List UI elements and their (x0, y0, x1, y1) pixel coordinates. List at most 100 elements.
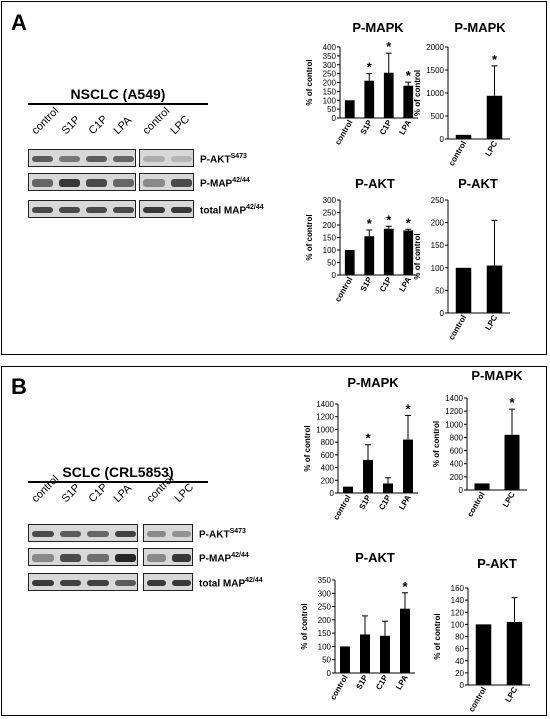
y-tick-label: 0 (332, 271, 337, 280)
blot-band (172, 580, 191, 586)
blot-band (32, 179, 53, 187)
y-tick-label: 350 (318, 576, 332, 585)
blot-strip (28, 573, 138, 591)
bar (506, 621, 523, 685)
y-tick-label: 60 (455, 645, 464, 654)
y-tick-label: 100 (451, 620, 465, 629)
blot-strip (143, 524, 193, 542)
category-label: LPC (483, 313, 499, 332)
category-label: LPA (394, 673, 410, 691)
y-tick-label: 500 (431, 112, 445, 121)
y-tick-label: 250 (431, 196, 445, 205)
blot-row-label: P-AKTS473 (200, 153, 247, 166)
y-tick-label: 1400 (445, 394, 463, 403)
category-label: control (333, 276, 354, 304)
bar (504, 434, 520, 490)
category-label: LPC (503, 685, 519, 704)
chart-title: P-AKT (458, 176, 498, 191)
blot-band (170, 207, 192, 213)
blot-strip (143, 573, 193, 591)
blot-strip (28, 149, 136, 167)
y-tick-label: 100 (431, 264, 445, 273)
significance-star: * (365, 431, 371, 446)
significance-star: * (509, 395, 515, 410)
bar (486, 265, 503, 313)
blot-strip (28, 173, 136, 191)
bar (383, 72, 394, 118)
y-tick-label: 200 (318, 616, 332, 625)
bar (344, 250, 355, 275)
blot-band (87, 580, 109, 586)
y-tick-label: 0 (459, 486, 464, 495)
chart-title: P-AKT (355, 176, 395, 191)
y-tick-label: 140 (451, 596, 465, 605)
y-tick-label: 150 (431, 241, 445, 250)
chart-title: P-AKT (355, 550, 395, 565)
blot-strip (28, 524, 138, 542)
blot-band (170, 179, 192, 187)
chart-title: P-AKT (477, 556, 517, 571)
chart-title: P-MAPK (454, 20, 506, 35)
blot-band (114, 554, 136, 562)
blot-strip (28, 548, 138, 566)
category-label: C1P (378, 275, 394, 294)
y-tick-label: 1400 (316, 400, 334, 409)
category-label: LPA (397, 493, 413, 511)
bar (455, 134, 472, 139)
y-tick-label: 300 (318, 589, 332, 598)
y-tick-label: 1000 (445, 420, 463, 429)
y-tick-label: 300 (323, 196, 337, 205)
bar (403, 230, 414, 275)
y-axis-label: % of control (305, 59, 314, 105)
blot-band (143, 179, 165, 187)
blot-band (32, 554, 54, 562)
y-tick-label: 0 (440, 135, 445, 144)
blot-band (86, 156, 107, 162)
significance-star: * (406, 68, 412, 83)
y-tick-label: 400 (321, 464, 335, 473)
y-tick-label: 150 (318, 629, 332, 638)
y-tick-label: 600 (321, 451, 335, 460)
y-tick-label: 1000 (316, 425, 334, 434)
panel-label: B (11, 374, 27, 399)
y-tick-label: 2000 (426, 43, 444, 52)
significance-star: * (386, 39, 392, 54)
blot-band (147, 531, 166, 537)
blot-band (170, 156, 192, 162)
y-axis-label: % of control (433, 613, 442, 659)
blot-band (59, 207, 80, 213)
y-tick-label: 600 (450, 447, 464, 456)
blot-band (114, 580, 136, 586)
blot-strip (143, 548, 193, 566)
bar (363, 459, 373, 493)
blot-strip (139, 200, 194, 218)
title-underline (28, 481, 208, 483)
title-underline (28, 103, 208, 105)
y-tick-label: 200 (321, 476, 335, 485)
bar (380, 635, 390, 673)
y-tick-label: 150 (323, 234, 337, 243)
panel-b: B SCLC (CRL5853) control S1P C1P LPA control… (1, 366, 547, 716)
y-tick-label: 150 (323, 87, 337, 96)
bar (475, 624, 492, 685)
significance-star: * (367, 60, 373, 75)
bar (360, 634, 370, 673)
category-label: S1P (357, 493, 373, 511)
blot-row-label: P-AKTS473 (199, 528, 246, 541)
bar (403, 439, 413, 493)
category-label: LPC (501, 490, 517, 509)
chart-title: P-MAPK (352, 20, 404, 35)
y-tick-label: 80 (455, 633, 464, 642)
blot-strip (139, 149, 194, 167)
blot-band (32, 531, 54, 537)
blot-row-label: total MAP42/44 (200, 204, 264, 217)
y-tick-label: 0 (327, 669, 332, 678)
bar (403, 85, 414, 118)
blot-band (113, 207, 134, 213)
blot-band (172, 554, 191, 562)
blot-band (59, 179, 80, 187)
y-tick-label: 100 (323, 96, 337, 105)
blot-band (113, 179, 134, 187)
y-tick-label: 100 (323, 246, 337, 255)
